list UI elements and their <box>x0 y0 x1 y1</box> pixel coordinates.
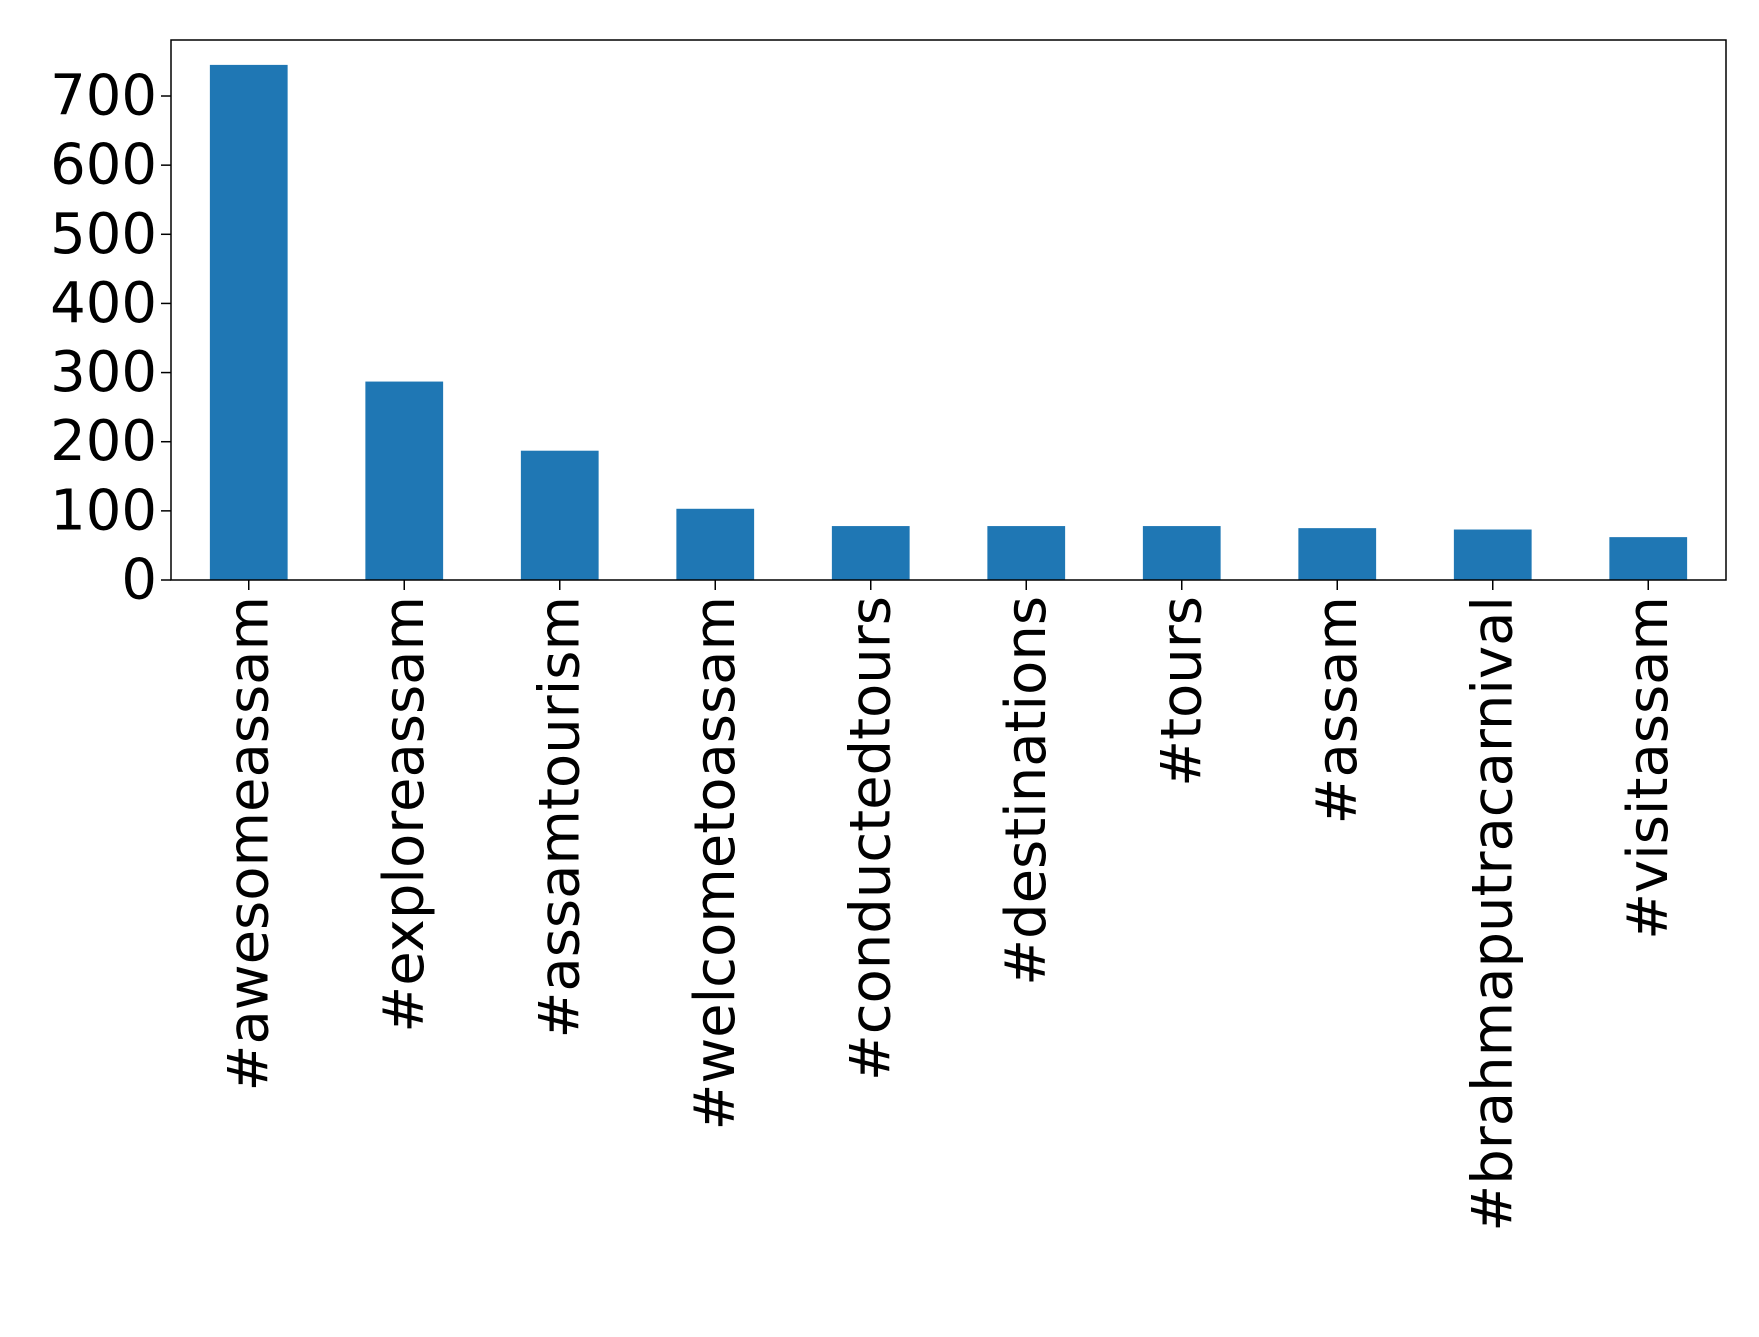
bar-tours <box>1142 526 1221 580</box>
x-tick-label: #visitassam <box>1616 596 1681 940</box>
x-tick-label: #brahmaputracarnival <box>1460 596 1525 1232</box>
plot-frame <box>170 39 1727 581</box>
y-tick-label: 700 <box>50 64 157 129</box>
x-tick-label: #assamtourism <box>527 596 592 1038</box>
y-tick-label: 600 <box>50 133 157 198</box>
bar-awesomeassam <box>209 64 288 580</box>
y-tick-label: 200 <box>50 409 157 474</box>
x-tick-label: #tours <box>1149 596 1214 787</box>
x-tick-label: #welcometoassam <box>683 596 748 1131</box>
y-tick-label: 500 <box>50 202 157 267</box>
y-tick-label: 300 <box>50 340 157 405</box>
bar-brahmaputracarnival <box>1453 529 1532 580</box>
bar-exploreassam <box>365 381 444 580</box>
x-tick-label: #destinations <box>994 596 1059 986</box>
x-tick-label: #exploreassam <box>372 596 437 1033</box>
bar-assamtourism <box>520 450 599 580</box>
y-tick-label: 0 <box>121 548 157 613</box>
y-tick-label: 100 <box>50 478 157 543</box>
bar-visitassam <box>1609 537 1688 580</box>
bar-assam <box>1298 528 1377 580</box>
bar-destinations <box>987 526 1066 580</box>
y-tick-label: 400 <box>50 271 157 336</box>
x-tick-label: #awesomeassam <box>216 596 281 1091</box>
bars-layer <box>209 64 1688 580</box>
bar-conductedtours <box>831 526 910 580</box>
bar-welcometoassam <box>676 508 755 580</box>
x-axis: #awesomeassam #exploreassam #assamtourism #… <box>216 580 1681 1232</box>
x-tick-label: #assam <box>1305 596 1370 824</box>
x-tick-label: #conductedtours <box>838 596 903 1081</box>
